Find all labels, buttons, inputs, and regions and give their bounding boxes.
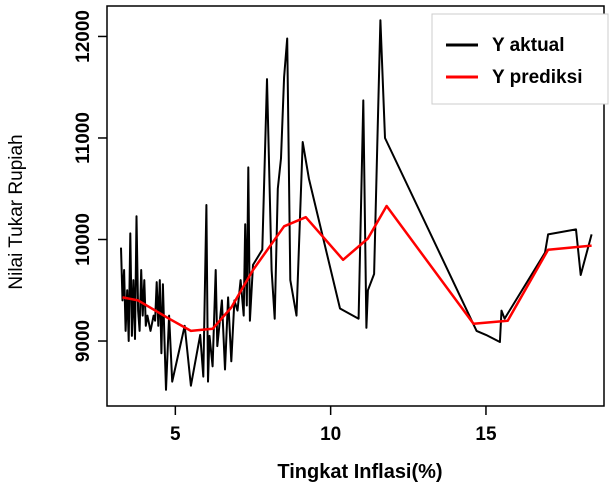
legend: Y aktual Y prediksi (431, 13, 609, 105)
x-tick-label-15: 15 (475, 424, 497, 445)
axes: 5 10 15 9000 10000 11000 12000 (73, 5, 605, 445)
legend-box (431, 13, 609, 105)
plot-area (120, 19, 593, 391)
legend-label-y-aktual: Y aktual (492, 35, 565, 56)
x-tick-label-10: 10 (320, 424, 341, 445)
y-tick-label-10000: 10000 (73, 213, 94, 266)
y-tick-label-9000: 9000 (73, 320, 94, 362)
y-tick-label-11000: 11000 (73, 112, 94, 164)
x-tick-label-5: 5 (170, 424, 181, 445)
plot-frame (106, 5, 605, 407)
series-line-y-aktual (120, 19, 593, 391)
y-axis-title: Nilai Tukar Rupiah (6, 134, 27, 289)
y-tick-label-12000: 12000 (73, 10, 94, 63)
series-line-y-prediksi (122, 204, 592, 333)
legend-label-y-prediksi: Y prediksi (492, 67, 582, 88)
x-axis-title: Tingkat Inflasi(%) (277, 461, 442, 483)
